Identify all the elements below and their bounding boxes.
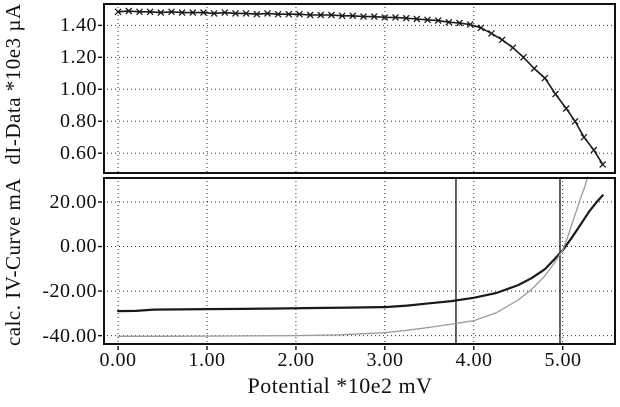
x-tick-label: 1.00 bbox=[188, 349, 226, 371]
y-tick-label: 1.40 bbox=[60, 14, 97, 36]
x-tick-label: 2.00 bbox=[277, 349, 315, 371]
x-tick-label: 0.00 bbox=[99, 349, 137, 371]
x-tick-label: 4.00 bbox=[455, 349, 493, 371]
x-tick-label: 5.00 bbox=[544, 349, 582, 371]
top-panel-plot bbox=[98, 3, 616, 174]
y-tick-label: 20.00 bbox=[49, 191, 97, 213]
x-tick-label: 3.00 bbox=[366, 349, 404, 371]
y-tick-label: 0.00 bbox=[60, 235, 97, 257]
x-axis-title: Potential *10e2 mV bbox=[247, 373, 433, 398]
y-tick-label: 1.20 bbox=[60, 46, 97, 68]
bottom-y-axis-title: calc. IV-Curve mA bbox=[1, 177, 25, 347]
y-tick-label: -40.00 bbox=[42, 325, 97, 347]
y-tick-label: 1.00 bbox=[60, 78, 97, 100]
bottom-panel-plot bbox=[98, 176, 616, 350]
top-y-axis-title: dI-Data *10e3 µA bbox=[1, 3, 25, 165]
y-tick-label: -20.00 bbox=[42, 280, 97, 302]
y-tick-label: 0.80 bbox=[60, 110, 97, 132]
y-tick-label: 0.60 bbox=[60, 142, 97, 164]
